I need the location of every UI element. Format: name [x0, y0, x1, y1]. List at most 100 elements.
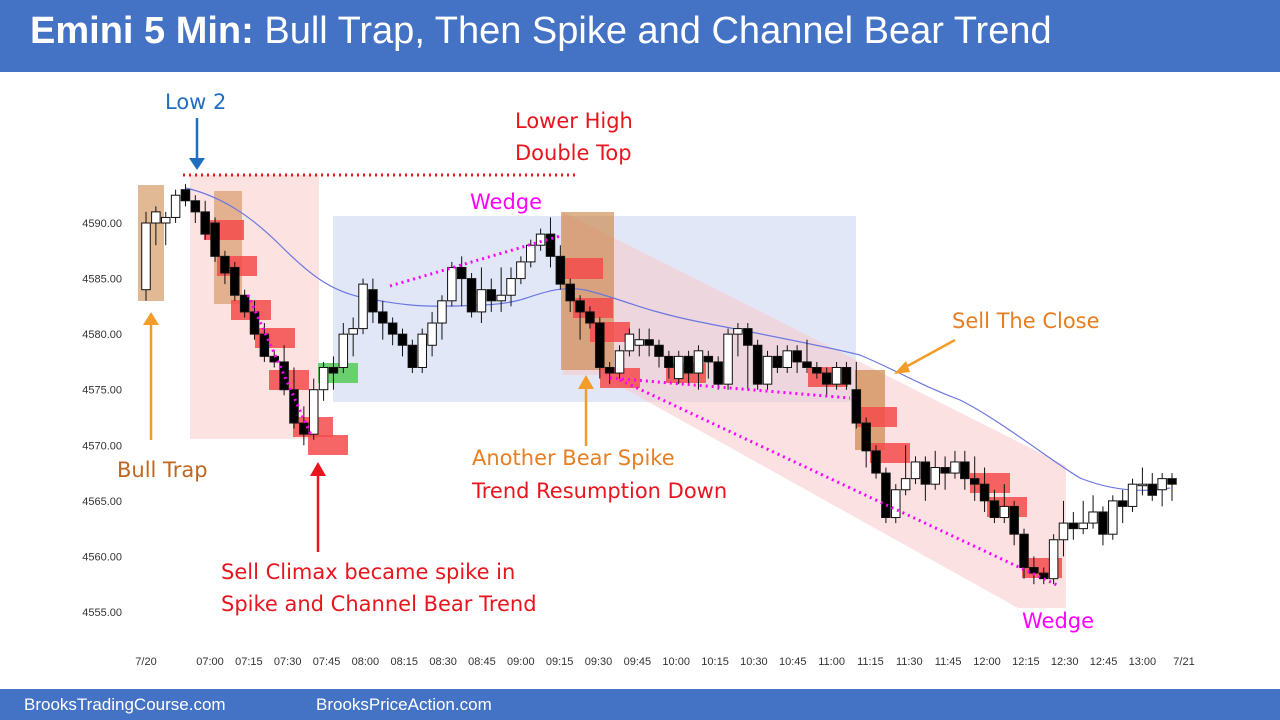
bear-candle-body: [861, 422, 871, 452]
bear-candle-body: [190, 200, 201, 213]
candle: [644, 328, 654, 357]
candle: [387, 317, 398, 346]
candle: [595, 317, 605, 379]
candle: [841, 361, 852, 390]
bear-candle-body: [989, 500, 1000, 519]
candle: [417, 328, 427, 374]
bear-candle-body: [289, 389, 299, 424]
bull-candle-body: [910, 461, 921, 480]
bull-candle-body: [831, 366, 842, 385]
bear-candle-body: [940, 467, 950, 474]
candle: [1078, 500, 1088, 535]
candle: [831, 361, 842, 390]
candlestick-chart: 4590.00 4585.00 4580.00 4575.00 4570.00 4565.…: [82, 118, 1195, 668]
x-tick-label: 7/21: [1173, 656, 1194, 668]
bear-candle-body: [466, 278, 477, 313]
y-tick-label: 4590.00: [82, 218, 122, 230]
bull-candle-body: [1078, 522, 1088, 530]
y-tick-label: 4570.00: [82, 440, 122, 452]
x-tick-label: 08:30: [429, 656, 457, 668]
red-block: [563, 258, 603, 279]
x-tick-label: 09:00: [507, 656, 535, 668]
highlight-zones: [138, 175, 1066, 608]
bull-candle-body: [348, 328, 358, 335]
candle: [792, 345, 802, 374]
candle: [624, 328, 635, 357]
bear-candle-body: [565, 283, 575, 302]
low2-arrow-head: [189, 158, 205, 170]
bear-candle-body: [210, 222, 220, 257]
candle: [900, 445, 911, 496]
bear-candle-body: [1019, 533, 1029, 569]
candle: [318, 361, 329, 401]
candle: [821, 367, 832, 396]
bear-candle-body: [881, 472, 891, 519]
candle: [555, 245, 566, 290]
candle: [456, 256, 467, 307]
candle: [743, 323, 753, 390]
bull-candle-body: [338, 333, 349, 368]
bull-candle-body: [308, 389, 319, 435]
x-tick-label: 07:30: [274, 656, 302, 668]
bear-candle-body: [368, 289, 378, 313]
candle: [200, 200, 210, 240]
bull-candle-body: [437, 300, 447, 324]
bull-candle-body: [427, 322, 437, 346]
bull-candle-body: [624, 333, 635, 352]
bull-candle-body: [447, 266, 457, 302]
candle: [180, 184, 191, 207]
candle: [1137, 467, 1148, 496]
wedge-bottom-label: Wedge: [1022, 609, 1095, 633]
bull-candle-body: [151, 211, 161, 224]
candle: [664, 350, 674, 379]
candle: [673, 350, 684, 385]
sell-the-close-label: Sell The Close: [952, 309, 1100, 333]
bull-candle-body: [900, 478, 911, 491]
x-tick-label: 10:45: [779, 656, 807, 668]
sell-climax-label: Sell Climax became spike in: [221, 560, 516, 584]
candle: [960, 450, 970, 490]
candle: [190, 195, 201, 223]
candle: [950, 450, 960, 479]
candle: [230, 261, 240, 301]
candle: [1117, 489, 1128, 524]
bear-candle-body: [239, 294, 250, 313]
y-tick-label: 4585.00: [82, 274, 122, 286]
sell-close-arrow-shaft: [901, 338, 956, 371]
candle: [851, 361, 862, 429]
candle: [1147, 473, 1158, 501]
bear-candle-body: [752, 344, 763, 385]
candle: [1068, 511, 1079, 540]
bear-candle-body: [979, 483, 990, 502]
footer-link-right[interactable]: BrooksPriceAction.com: [316, 695, 492, 714]
bull-candle-body: [930, 467, 940, 485]
x-tick-label: 10:30: [740, 656, 768, 668]
candle: [437, 295, 447, 340]
candle: [604, 361, 615, 385]
candle: [713, 356, 723, 390]
candle: [151, 206, 161, 246]
title-bar: Emini 5 Min: Bull Trap, Then Spike and C…: [0, 0, 1280, 72]
candle: [1019, 528, 1029, 579]
bull-candle-body: [891, 489, 901, 519]
candle: [1058, 500, 1069, 557]
bear-candle-body: [1147, 483, 1158, 496]
bear-candle-body: [220, 255, 230, 274]
channel-line: [609, 376, 851, 400]
candle: [308, 378, 319, 440]
bear-candle-body: [802, 361, 812, 368]
bear-candle-body: [851, 389, 862, 424]
bear-candle-body: [821, 372, 832, 385]
footer-link-left[interactable]: BrooksTradingCourse.com: [24, 695, 226, 714]
x-tick-label: 09:30: [585, 656, 613, 668]
bull-candle-body: [1157, 478, 1167, 491]
bear-channel-zone: [563, 212, 1066, 608]
bear-candle-body: [654, 344, 664, 357]
x-tick-label: 12:45: [1090, 656, 1118, 668]
bear-candle-body: [180, 189, 191, 202]
candle: [1088, 495, 1098, 529]
candle: [496, 267, 506, 312]
candle: [378, 300, 388, 340]
bear-candle-body: [387, 322, 398, 335]
candle: [1157, 473, 1167, 507]
